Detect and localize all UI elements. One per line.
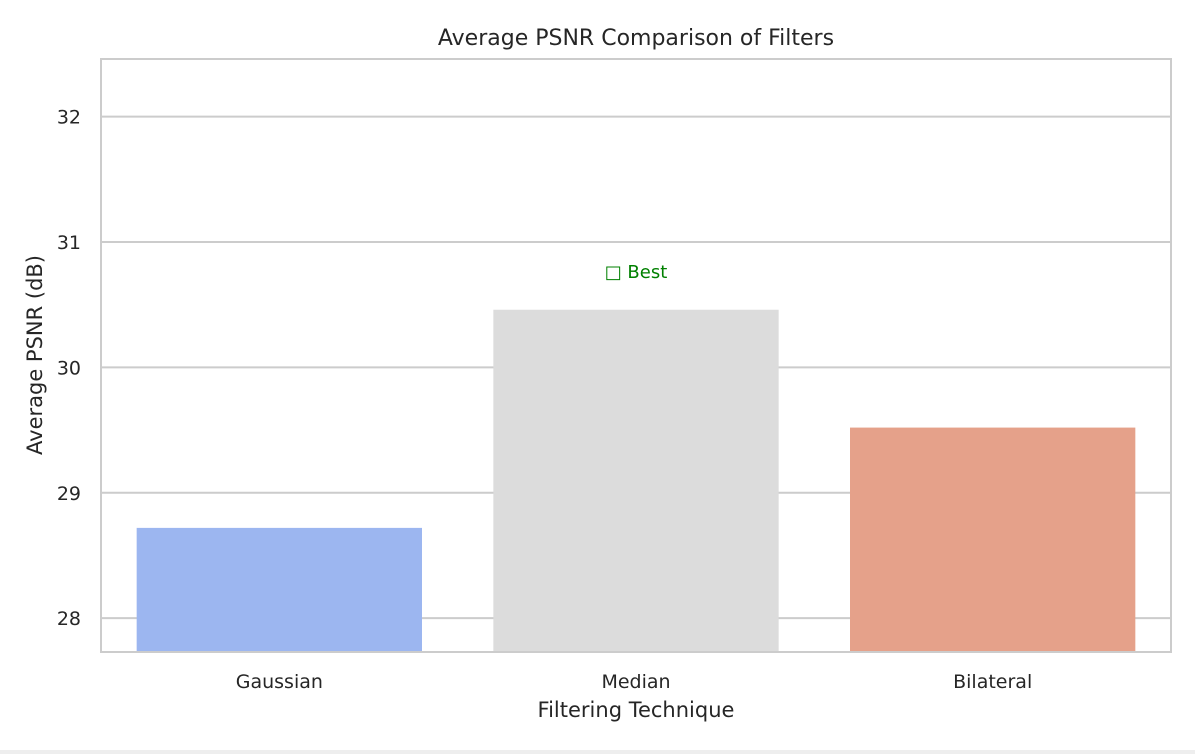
plot-frame <box>100 58 1172 653</box>
figure-bottom-strip <box>0 750 1195 754</box>
bar-gaussian <box>136 527 422 652</box>
y-axis-label: Average PSNR (dB) <box>23 255 47 455</box>
x-tick-label-bilateral: Bilateral <box>953 671 1032 693</box>
x-axis-label: Filtering Technique <box>538 698 735 722</box>
x-tick-labels: Gaussian Median Bilateral <box>236 671 1032 693</box>
bars <box>136 309 1136 652</box>
bar-median <box>493 309 779 652</box>
x-tick-label-median: Median <box>601 671 670 693</box>
y-tick-labels: 28 29 30 31 32 <box>57 107 81 630</box>
y-tick-label: 29 <box>57 483 81 505</box>
best-annotation: □ Best <box>605 262 668 283</box>
x-tick-label-gaussian: Gaussian <box>236 671 323 693</box>
y-tick-label: 28 <box>57 608 81 630</box>
y-tick-label: 30 <box>57 357 81 379</box>
bar-bilateral <box>850 427 1136 652</box>
y-tick-label: 31 <box>57 232 81 254</box>
y-tick-label: 32 <box>57 107 81 129</box>
chart-title: Average PSNR Comparison of Filters <box>438 26 834 51</box>
